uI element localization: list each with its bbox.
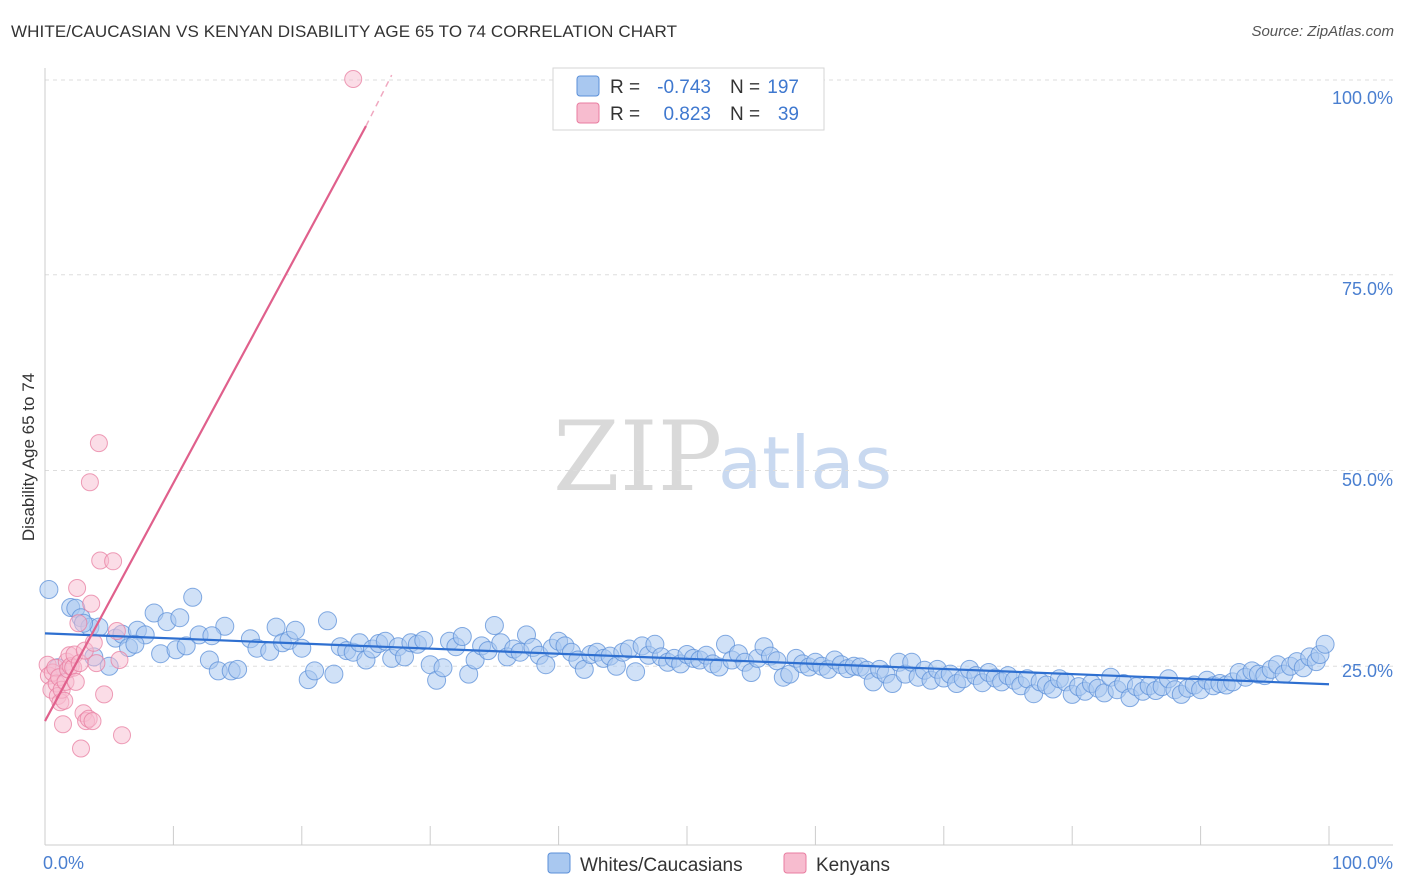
bottom-legend-label-whites: Whites/Caucasians	[580, 855, 743, 876]
whites-point-34	[305, 661, 325, 681]
watermark-atlas: atlas	[718, 421, 892, 505]
kenyans-point-20	[68, 579, 87, 597]
whites-point-196	[202, 626, 222, 646]
whites-point-105	[767, 651, 787, 671]
trend-layer	[44, 74, 1330, 722]
whites-point-195	[170, 608, 190, 628]
kenyans-point-40	[344, 70, 363, 88]
whites-point-83	[626, 662, 646, 682]
kenyans-point-33	[89, 434, 108, 453]
legend-n-label-whites: N =	[730, 77, 760, 98]
whites-point-123	[882, 674, 902, 693]
series-legend: Whites/Caucasians Kenyans	[547, 852, 890, 876]
kenyans-point-39	[110, 651, 129, 669]
whites-point-32	[292, 638, 312, 658]
whites-point-69	[536, 655, 556, 675]
whites-point-0	[39, 580, 59, 599]
source-label: Source: ZipAtlas.com	[1251, 23, 1394, 40]
legend-n-value-kenyans: 39	[778, 104, 799, 125]
axis-layer	[44, 68, 1393, 846]
kenyans-trend-line	[44, 125, 367, 722]
kenyans-point-28	[80, 473, 99, 492]
bottom-legend-swatch-kenyans	[783, 852, 807, 874]
legend-r-value-kenyans: 0.823	[663, 104, 711, 125]
kenyans-point-32	[87, 654, 106, 673]
whites-point-191	[1315, 634, 1335, 654]
legend-n-value-whites: 197	[767, 77, 799, 98]
whites-point-50	[414, 630, 434, 650]
y-tick-label-50: 50.0%	[1342, 470, 1393, 490]
y-tick-label-25: 25.0%	[1342, 661, 1393, 681]
watermark-zip: ZIP	[553, 401, 722, 513]
correlation-legend: R = -0.743 N = 197 R = 0.823 N = 39	[552, 67, 825, 131]
y-tick-label-75: 75.0%	[1342, 279, 1393, 299]
legend-swatch-whites	[576, 75, 600, 97]
whites-point-18	[183, 587, 203, 607]
whites-point-36	[324, 664, 344, 684]
kenyans-point-10	[54, 715, 72, 734]
legend-swatch-kenyans	[576, 102, 600, 124]
legend-n-label-kenyans: N =	[730, 104, 760, 125]
whites-point-17	[176, 636, 196, 656]
kenyans-point-21	[69, 614, 88, 633]
chart-title: WHITE/CAUCASIAN VS KENYAN DISABILITY AGE…	[11, 22, 678, 41]
whites-point-53	[433, 658, 453, 678]
x-tick-label-0: 0.0%	[43, 853, 84, 873]
kenyans-point-38	[113, 726, 131, 745]
whites-point-22	[215, 616, 235, 636]
legend-r-label-kenyans: R =	[610, 104, 640, 125]
y-axis-label: Disability Age 65 to 74	[19, 373, 38, 541]
kenyans-trend-extension	[365, 74, 393, 127]
whites-point-35	[318, 611, 337, 631]
legend-r-label-whites: R =	[610, 77, 640, 98]
y-tick-label-100: 100.0%	[1332, 88, 1393, 108]
kenyans-point-23	[72, 739, 90, 758]
whites-point-31	[285, 620, 305, 640]
whites-point-61	[484, 616, 504, 635]
whites-point-24	[228, 659, 248, 679]
kenyans-point-35	[95, 685, 114, 704]
bottom-legend-label-kenyans: Kenyans	[816, 855, 890, 876]
kenyans-point-29	[82, 594, 101, 613]
grid-layer	[45, 79, 1393, 667]
kenyans-point-36	[104, 552, 123, 571]
whites-point-56	[452, 627, 472, 646]
legend-r-value-whites: -0.743	[657, 77, 711, 98]
x-tick-label-100: 100.0%	[1332, 853, 1393, 873]
whites-trend-line	[44, 632, 1330, 686]
whites-point-193	[125, 634, 145, 654]
bottom-legend-swatch-whites	[547, 852, 571, 874]
kenyans-point-30	[83, 712, 102, 731]
